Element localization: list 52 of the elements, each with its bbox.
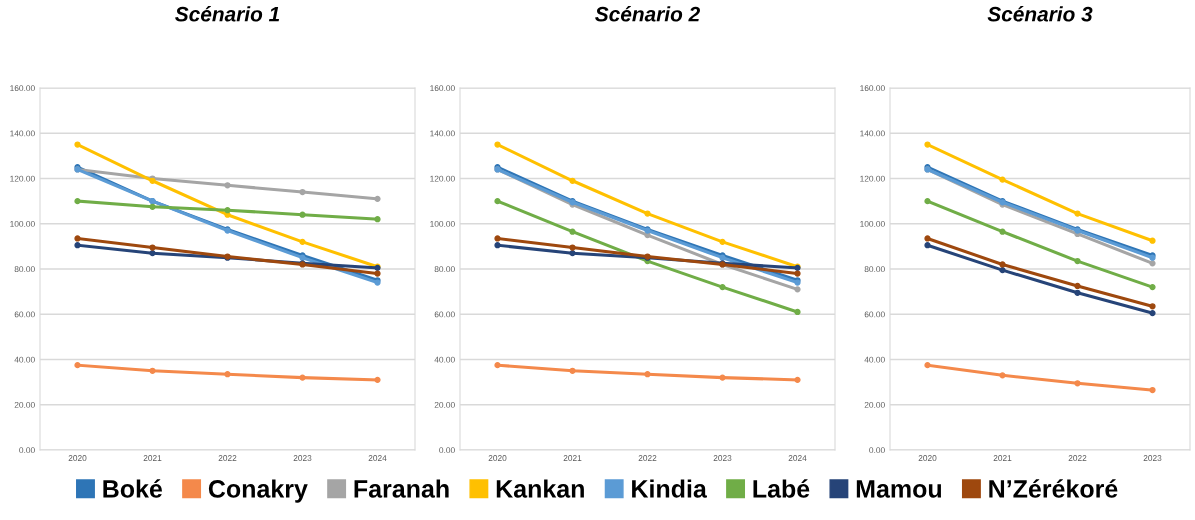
- y-tick-label: 120.00: [860, 175, 885, 182]
- y-tick-label: 60.00: [434, 311, 455, 318]
- y-tick-label: 80.00: [864, 266, 885, 273]
- chart-title: Scénario 1: [175, 6, 280, 22]
- x-tick-label: 2022: [638, 455, 657, 461]
- chart-title: Scénario 3: [987, 6, 1093, 22]
- y-tick-label: 0.00: [869, 447, 885, 454]
- y-tick-label: 140.00: [430, 130, 455, 137]
- x-tick-label: 2021: [993, 455, 1012, 461]
- x-tick-label: 2022: [1068, 455, 1087, 461]
- y-tick-label: 40.00: [864, 356, 885, 363]
- legend-label: Conakry: [208, 479, 308, 503]
- x-tick-label: 2023: [1143, 455, 1162, 461]
- x-tick-label: 2024: [788, 455, 807, 461]
- y-tick-label: 40.00: [434, 356, 455, 363]
- y-tick-label: 140.00: [10, 130, 35, 137]
- x-tick-label: 2022: [218, 455, 237, 461]
- y-tick-label: 160.00: [430, 85, 455, 92]
- x-tick-label: 2021: [563, 455, 582, 461]
- x-tick-label: 2024: [368, 455, 387, 461]
- y-tick-label: 100.00: [430, 220, 455, 227]
- legend-label: Boké: [103, 479, 163, 498]
- x-tick-label: 2020: [918, 455, 937, 461]
- x-tick-label: 2023: [713, 455, 732, 461]
- y-tick-label: 20.00: [14, 401, 35, 408]
- legend-label: N’Zérékoré: [989, 479, 1118, 498]
- y-tick-label: 100.00: [860, 220, 885, 227]
- y-tick-label: 80.00: [434, 266, 455, 273]
- x-tick-label: 2020: [488, 455, 507, 461]
- y-tick-label: 20.00: [864, 401, 885, 408]
- y-tick-label: 0.00: [439, 447, 455, 454]
- y-tick-label: 40.00: [14, 356, 35, 363]
- y-tick-label: 140.00: [860, 130, 885, 137]
- legend-label: Faranah: [354, 479, 449, 498]
- y-tick-label: 160.00: [10, 85, 35, 92]
- y-tick-label: 60.00: [864, 311, 885, 318]
- x-tick-label: 2020: [68, 455, 87, 461]
- chart-title: Scénario 2: [595, 6, 700, 22]
- y-tick-label: 160.00: [860, 85, 885, 92]
- y-tick-label: 0.00: [19, 447, 35, 454]
- legend-label: Mamou: [856, 480, 942, 498]
- y-tick-label: 20.00: [434, 401, 455, 408]
- y-tick-label: 120.00: [10, 175, 35, 182]
- y-tick-label: 100.00: [10, 220, 35, 227]
- x-tick-label: 2023: [293, 455, 312, 461]
- y-tick-label: 120.00: [430, 175, 455, 182]
- y-tick-label: 60.00: [14, 311, 35, 318]
- y-tick-label: 80.00: [14, 266, 35, 273]
- legend-label: Labé: [753, 479, 810, 498]
- legend-label: Kankan: [496, 479, 584, 498]
- legend-label: Kindia: [632, 479, 707, 498]
- x-tick-label: 2021: [143, 455, 162, 461]
